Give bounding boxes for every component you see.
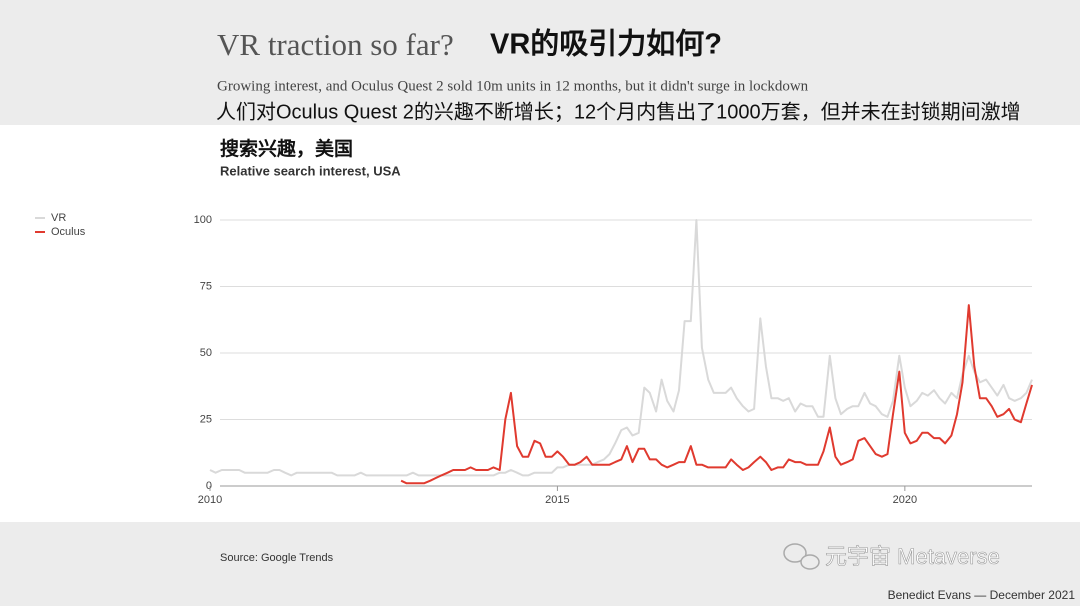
slide-subtitle-zh: 人们对Oculus Quest 2的兴趣不断增长；12个月内售出了1000万套，… (216, 100, 1021, 123)
series-line (400, 304, 1033, 485)
y-tick-label: 75 (200, 280, 212, 292)
legend-label: VR (51, 212, 66, 224)
legend-label: Oculus (51, 226, 86, 238)
chart-panel (0, 125, 1080, 522)
x-tick-label: 2020 (893, 494, 917, 506)
slide-subtitle: Growing interest, and Oculus Quest 2 sol… (217, 78, 809, 94)
watermark-icon (783, 543, 820, 570)
slide-title-zh: VR的吸引力如何? (490, 27, 722, 61)
chart-subtitle: Relative search interest, USA (220, 163, 401, 178)
y-tick-label: 0 (206, 480, 212, 492)
source: Source: Google Trends (220, 552, 334, 564)
watermark: 元宇宙 Metaverse (825, 544, 1000, 569)
y-tick-label: 100 (194, 214, 212, 226)
series-line (209, 219, 1033, 477)
chart-title: 搜索兴趣，美国 (220, 137, 353, 160)
y-tick-label: 50 (200, 347, 212, 359)
y-tick-label: 25 (200, 413, 212, 425)
x-tick-label: 2010 (198, 494, 222, 506)
footer: Benedict Evans — December 2021 (888, 588, 1076, 602)
slide-title: VR traction so far? (217, 27, 454, 62)
x-tick-label: 2015 (545, 494, 569, 506)
